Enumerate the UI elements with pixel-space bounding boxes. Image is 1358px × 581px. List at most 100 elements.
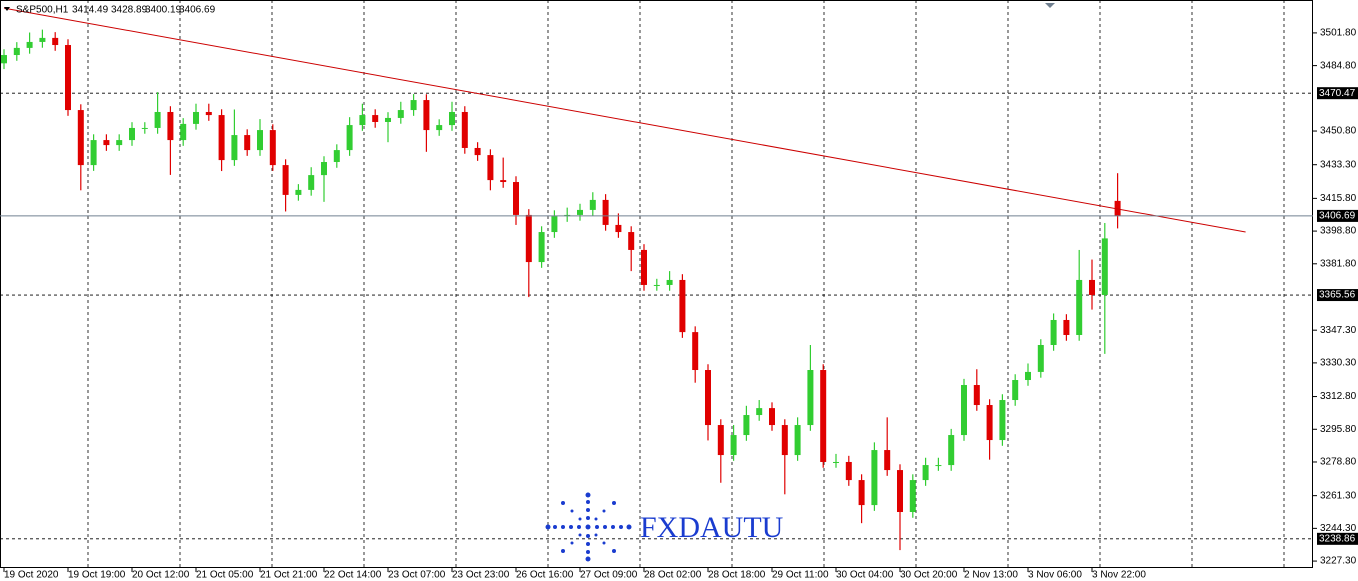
candle-body bbox=[986, 405, 993, 441]
plot-frame bbox=[0, 0, 1313, 568]
watermark-logo bbox=[545, 492, 632, 562]
candle-body bbox=[525, 214, 532, 263]
candle-body bbox=[103, 140, 110, 146]
y-tick-label: 3244.30 bbox=[1320, 523, 1357, 534]
level-label-box bbox=[1317, 87, 1358, 100]
candle-body bbox=[1037, 344, 1044, 372]
last-high: 3428.89 bbox=[111, 5, 148, 16]
grid bbox=[87, 0, 1285, 568]
candle-body bbox=[26, 41, 33, 48]
candle-body bbox=[833, 461, 839, 463]
candle-body bbox=[1050, 319, 1057, 345]
x-tick-label: 26 Oct 16:00 bbox=[516, 570, 574, 581]
x-tick-label: 28 Oct 18:00 bbox=[708, 570, 766, 581]
candle-body bbox=[705, 370, 711, 426]
candle-body bbox=[346, 125, 353, 151]
candle-body bbox=[321, 162, 327, 176]
candle-body bbox=[410, 100, 417, 111]
last-open: 3414.49 bbox=[72, 5, 109, 16]
candle-body bbox=[1089, 279, 1095, 295]
candle-body bbox=[1012, 380, 1019, 401]
candle-body bbox=[769, 408, 775, 426]
price-label-box bbox=[1317, 209, 1358, 222]
x-tick-label: 19 Oct 2020 bbox=[4, 570, 59, 581]
candle-body bbox=[372, 115, 379, 122]
level-label: 3365.56 bbox=[1319, 290, 1356, 301]
candle-body bbox=[922, 465, 929, 481]
candle-body bbox=[1, 55, 7, 64]
candle-body bbox=[756, 408, 763, 416]
candle-body bbox=[692, 332, 699, 371]
candle-body bbox=[1025, 371, 1031, 381]
candle-body bbox=[423, 100, 430, 131]
candle-body bbox=[1114, 200, 1121, 216]
candle-body bbox=[205, 111, 212, 116]
candle-body bbox=[487, 155, 494, 181]
symbol-title: S&P500,H1 bbox=[16, 5, 69, 16]
candle-body bbox=[999, 400, 1006, 441]
candle-body bbox=[666, 279, 673, 285]
x-tick-label: 22 Oct 14:00 bbox=[324, 570, 382, 581]
candle-body bbox=[231, 135, 238, 161]
candle-body bbox=[628, 232, 635, 250]
candle-body bbox=[577, 209, 583, 215]
candle-body bbox=[909, 480, 916, 513]
level-label-box bbox=[1317, 289, 1358, 302]
candle-body bbox=[871, 450, 878, 506]
candle-body bbox=[13, 47, 20, 56]
candle-body bbox=[820, 370, 827, 462]
trendline bbox=[3, 7, 1246, 233]
candle-body bbox=[129, 127, 135, 141]
candle-body bbox=[589, 199, 596, 210]
candle-body bbox=[781, 425, 788, 456]
menu-arrow bbox=[4, 7, 10, 11]
candle-body bbox=[52, 37, 59, 46]
candle-body bbox=[935, 465, 942, 467]
y-tick-label: 3295.80 bbox=[1320, 424, 1357, 435]
y-tick-label: 3398.80 bbox=[1320, 226, 1357, 237]
candle-body bbox=[538, 232, 545, 263]
candle-body bbox=[385, 117, 391, 122]
y-tick-label: 3330.30 bbox=[1320, 358, 1357, 369]
candle-body bbox=[257, 130, 263, 151]
last-close: 3406.69 bbox=[179, 5, 216, 16]
candle-body bbox=[717, 425, 724, 456]
x-tick-label: 30 Oct 04:00 bbox=[836, 570, 894, 581]
candle-body bbox=[436, 125, 443, 131]
x-tick-label: 3 Nov 06:00 bbox=[1028, 570, 1082, 581]
candle-body bbox=[897, 470, 903, 513]
x-tick-label: 23 Oct 23:00 bbox=[452, 570, 510, 581]
candle-body bbox=[218, 115, 225, 161]
y-tick-label: 3278.80 bbox=[1320, 457, 1357, 468]
candle-body bbox=[1101, 238, 1108, 295]
candle-body bbox=[743, 415, 750, 436]
candle-body bbox=[641, 249, 647, 285]
level-label: 3470.47 bbox=[1319, 88, 1356, 99]
y-tick-label: 3433.30 bbox=[1320, 159, 1357, 170]
candle-body bbox=[730, 435, 737, 456]
candle-body bbox=[1076, 279, 1083, 335]
level-label: 3238.86 bbox=[1319, 533, 1356, 544]
candle-body bbox=[65, 45, 71, 111]
candle-body bbox=[807, 370, 814, 426]
price-label: 3406.69 bbox=[1319, 211, 1356, 222]
level-label-box bbox=[1317, 532, 1358, 545]
candle-body bbox=[39, 37, 46, 42]
x-tick-label: 3 Nov 22:00 bbox=[1092, 570, 1146, 581]
y-tick-label: 3415.80 bbox=[1320, 193, 1357, 204]
candle-body bbox=[333, 150, 340, 163]
candle-body bbox=[295, 189, 302, 195]
y-tick-label: 3347.30 bbox=[1320, 325, 1357, 336]
x-tick-label: 20 Oct 12:00 bbox=[132, 570, 190, 581]
x-tick-label: 21 Oct 21:00 bbox=[260, 570, 318, 581]
y-tick-label: 3381.80 bbox=[1320, 258, 1357, 269]
y-tick-label: 3450.80 bbox=[1320, 126, 1357, 137]
candle-body bbox=[167, 111, 174, 141]
candle-body bbox=[180, 123, 187, 141]
candle-body bbox=[513, 182, 519, 215]
x-tick-label: 23 Oct 07:00 bbox=[388, 570, 446, 581]
candle-body bbox=[269, 130, 276, 166]
candle-body bbox=[308, 175, 315, 190]
shift-marker bbox=[1045, 3, 1055, 8]
